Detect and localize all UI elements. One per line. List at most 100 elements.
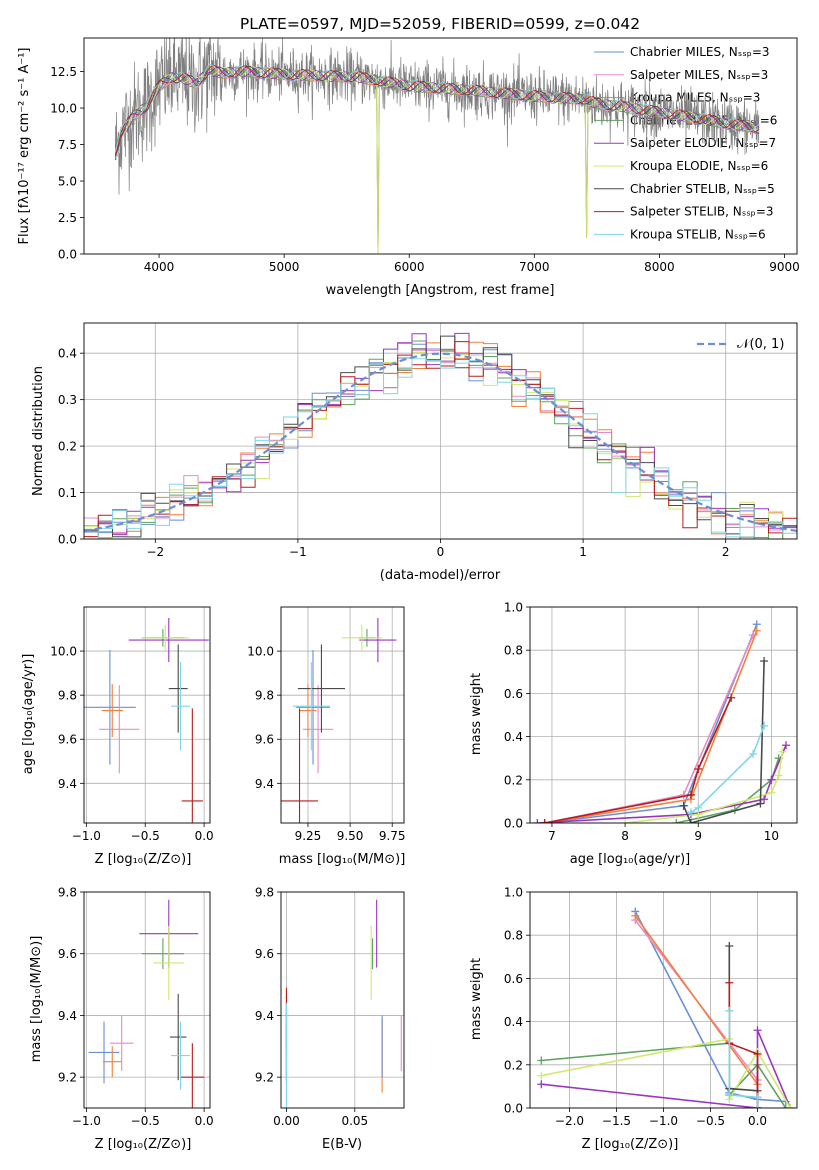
cumulative-marker [786, 1104, 795, 1108]
errorbar-point [281, 708, 319, 823]
errorbar-point [180, 1043, 205, 1108]
errorbar-point [153, 925, 185, 1000]
cum-mass-vs-age-ytick-label: 0.4 [504, 730, 523, 744]
cumulative-marker [753, 1026, 762, 1035]
cumulative-marker [760, 657, 769, 665]
spectrum-ytick-label: 5.0 [58, 175, 77, 189]
age-vs-z-xtick-label: −1.0 [72, 829, 101, 843]
errorbar-point [102, 1046, 122, 1078]
cum-mass-vs-age-axes: 7 8 9 10 0.0 0.2 0.4 0.6 0.8 1.0 [504, 601, 798, 843]
cumulative-line [544, 634, 754, 823]
cum-mass-vs-z-xtick-label: −1.0 [649, 1114, 678, 1128]
mass-vs-z-ytick-label: 9.4 [58, 1009, 77, 1023]
cumulative-marker [774, 771, 783, 780]
legend-label: Kroupa STELIB, Nₛₛₚ=6 [630, 227, 766, 241]
age-vs-mass-frame [280, 606, 405, 824]
cumulative-marker [533, 819, 542, 823]
errorbar-point [128, 618, 209, 663]
cumulative-marker [631, 911, 640, 920]
errorbar-point [141, 624, 189, 652]
mass-vs-ebv-ytick-label: 9.4 [255, 1009, 274, 1023]
cumulative-marker [767, 775, 776, 784]
mass-vs-ebv-ytick-label: 9.6 [255, 947, 274, 961]
mass-vs-ebv-ytick-label: 9.2 [255, 1071, 274, 1085]
spectrum-xtick-label: 9000 [769, 260, 800, 274]
cum-mass-vs-age-ytick-label: 1.0 [504, 601, 523, 615]
residuals-ytick-label: 0.2 [58, 440, 77, 454]
legend-label: Kroupa ELODIE, Nₛₛₚ=6 [630, 159, 768, 173]
spectrum-xlabel: wavelength [Angstrom, rest frame] [326, 283, 555, 298]
residual-histogram [84, 335, 797, 538]
cumulative-marker [725, 978, 734, 987]
mass-vs-z-ytick-label: 9.2 [58, 1071, 77, 1085]
cumulative-marker [753, 1093, 762, 1102]
cumulative-marker [694, 803, 703, 812]
spectrum-plot-area [114, 38, 760, 254]
age-z-xlabel: Z [log₁₀(Z/Z⊙)] [95, 852, 192, 867]
spectrum-ytick-label: 2.5 [58, 211, 77, 225]
age-vs-mass-ytick-label: 10.0 [247, 645, 274, 659]
residuals-xtick-label: −1 [289, 545, 307, 559]
spectrum-xtick-label: 8000 [644, 260, 675, 274]
spectrum-ytick-label: 0.0 [58, 248, 77, 262]
errorbar-point [84, 649, 136, 765]
errorbar-point [341, 624, 383, 652]
legend-label: Salpeter ELODIE, Nₛₛₚ=7 [630, 136, 776, 150]
cum-mass-vs-z-ytick-label: 0.2 [504, 1058, 523, 1072]
age-vs-z-xtick-label: 0.0 [195, 829, 214, 843]
cumulative-marker [760, 721, 769, 730]
mass-z-ylabel: mass [log₁₀(M/M⊙)] [29, 936, 44, 1063]
spectrum-ytick-label: 7.5 [58, 138, 77, 152]
cumulative-marker [679, 801, 688, 810]
cumulative-marker [727, 693, 736, 702]
cum-mass-vs-age-frame [529, 606, 798, 824]
age-vs-mass-xtick-label: 9.50 [337, 829, 364, 843]
spectrum-ytick-label: 10.0 [50, 102, 77, 116]
cumulative-marker [537, 1056, 546, 1065]
cum-mass-vs-age-ytick-label: 0.2 [504, 773, 523, 787]
cumulative-marker [781, 1104, 790, 1108]
mass-vs-ebv-axes: 0.00 0.05 9.2 9.4 9.6 9.8 [255, 886, 405, 1128]
residuals-frame [83, 322, 798, 540]
mass-vs-z-xtick-label: −1.0 [72, 1114, 101, 1128]
errorbar-point [181, 708, 203, 823]
errorbar-point [171, 1021, 190, 1090]
mass-ebv-xlabel: E(B-V) [322, 1137, 362, 1152]
residuals-xtick-label: 1 [579, 545, 587, 559]
cumulative-line [544, 630, 758, 823]
cum-mass-vs-z-xtick-label: −1.5 [602, 1114, 631, 1128]
spectrum-xtick-label: 5000 [269, 260, 300, 274]
cum-mass-vs-z-ytick-label: 0.0 [504, 1102, 523, 1116]
errorbar-point [169, 993, 187, 1081]
residuals-xlabel: (data-model)/error [380, 568, 501, 583]
age-vs-z-ytick-label: 9.6 [58, 733, 77, 747]
cumulative-marker [537, 1080, 546, 1089]
errorbar-point [297, 644, 346, 733]
cumulative-marker [621, 819, 630, 823]
errorbar-point [292, 662, 330, 751]
cumulative-marker [725, 942, 734, 950]
spectrum-frame [83, 37, 798, 255]
age-vs-mass-ytick-label: 9.6 [255, 733, 274, 747]
residuals-xtick-label: 2 [722, 545, 730, 559]
cum-mass-vs-z-ytick-label: 0.6 [504, 972, 523, 986]
mass-vs-z-ytick-label: 9.8 [58, 886, 77, 900]
age-vs-z-ytick-label: 9.8 [58, 689, 77, 703]
spectrum-xtick-label: 6000 [394, 260, 425, 274]
cum-mass-vs-z-xtick-label: −0.5 [696, 1114, 725, 1128]
mass-vs-ebv-xtick-label: 0.00 [273, 1114, 300, 1128]
residuals-ytick-label: 0.0 [58, 533, 77, 547]
mass-vs-z-frame [83, 891, 211, 1109]
normal-curve-legend-label: 𝒩(0, 1) [737, 337, 784, 352]
errorbar-point [88, 1021, 120, 1084]
spectrum-legend: Chabrier MILES, Nₛₛₚ=3 Salpeter MILES, Nₛ… [594, 45, 777, 241]
residual-histogram [84, 358, 797, 539]
cumulative-marker [752, 626, 761, 635]
errorbar-point [141, 938, 185, 970]
spectrum-xtick-label: 7000 [519, 260, 550, 274]
residuals-ytick-label: 0.1 [58, 486, 77, 500]
cumulative-marker [725, 1091, 734, 1100]
residuals-ytick-label: 0.4 [58, 347, 77, 361]
errorbar-point [168, 644, 188, 733]
normal-curve [84, 352, 797, 532]
